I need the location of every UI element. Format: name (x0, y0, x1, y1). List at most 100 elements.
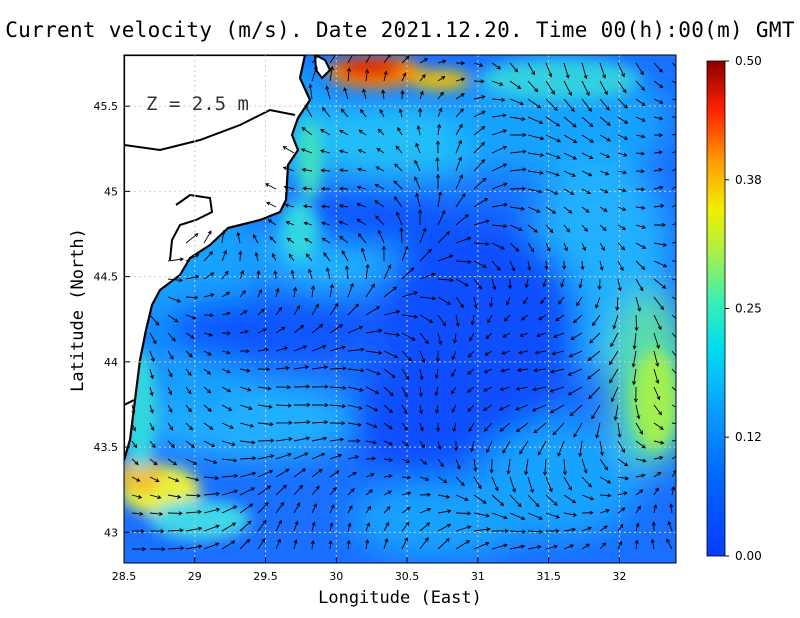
vector-arrow (467, 350, 475, 358)
vector-arrow (257, 288, 263, 298)
vector-arrow (347, 303, 360, 316)
vector-arrow (538, 314, 547, 321)
vector-arrow (185, 314, 197, 320)
vector-arrow (617, 80, 627, 94)
vector-arrow (671, 404, 676, 408)
vector-arrow (401, 537, 409, 550)
vector-arrow (515, 404, 529, 411)
vector-arrow (284, 203, 295, 208)
vector-arrow (325, 85, 331, 100)
vector-arrow (455, 156, 462, 172)
vector-arrow (562, 458, 568, 476)
vector-arrow (149, 386, 154, 397)
vector-arrow (203, 404, 212, 412)
vector-arrow (435, 350, 440, 363)
vector-arrow (293, 468, 307, 478)
vector-arrow (239, 404, 253, 410)
vector-arrow (527, 544, 542, 550)
x-tick-label: 29 (188, 570, 202, 583)
vector-arrow (221, 368, 231, 374)
vector-arrow (671, 439, 676, 442)
vector-arrow (536, 332, 547, 338)
vector-arrow (167, 368, 173, 378)
vector-arrow (666, 538, 673, 550)
vector-arrow (509, 206, 526, 211)
vector-arrow (599, 62, 607, 79)
vector-arrow (419, 458, 428, 465)
vector-arrow (267, 219, 277, 226)
vector-arrow (563, 98, 575, 113)
vector-arrow (466, 386, 475, 393)
vector-arrow (311, 365, 329, 370)
vector-arrow (581, 476, 592, 488)
vector-arrow (435, 404, 440, 414)
vector-arrow (615, 296, 620, 312)
vector-arrow (149, 458, 158, 466)
vector-arrow (257, 538, 266, 550)
vector-arrow (552, 332, 565, 338)
vector-arrow (610, 332, 619, 348)
vector-arrow (470, 314, 475, 326)
vector-arrow (617, 152, 628, 157)
vector-arrow (383, 440, 394, 446)
vector-arrow (221, 404, 233, 411)
vector-arrow (319, 149, 331, 154)
vector-arrow (531, 404, 547, 412)
vector-arrow (545, 544, 559, 550)
vector-arrow (221, 270, 229, 280)
vector-arrow (527, 80, 539, 93)
vector-arrow (343, 87, 349, 100)
vector-arrow (455, 458, 461, 470)
vector-arrow (542, 278, 547, 288)
vector-arrow (520, 314, 529, 321)
vector-arrow (221, 489, 239, 496)
vector-arrow (167, 458, 178, 466)
vector-arrow (599, 80, 608, 96)
vector-arrow (473, 542, 490, 550)
vector-arrow (203, 332, 213, 337)
vector-arrow (455, 108, 464, 118)
vector-arrow (473, 219, 490, 226)
vector-arrow (635, 151, 646, 156)
vector-arrow (365, 350, 383, 355)
vector-arrow (275, 484, 287, 496)
vector-arrow (381, 89, 386, 100)
y-tick-label: 43.5 (94, 441, 119, 454)
vector-arrow (470, 440, 475, 453)
vector-arrow (269, 236, 277, 244)
vector-arrow (365, 328, 383, 334)
vector-arrow (563, 242, 568, 252)
vector-arrow (635, 422, 643, 435)
vector-arrow (533, 422, 547, 434)
vector-arrow (311, 384, 329, 389)
vector-arrow (509, 494, 522, 508)
vector-arrow (167, 296, 182, 303)
vector-arrow (635, 458, 647, 463)
vector-arrow (635, 62, 644, 76)
vector-arrow (491, 80, 504, 86)
vector-arrow (257, 485, 272, 496)
vector-arrow (635, 522, 640, 532)
vector-arrow (473, 141, 486, 154)
vector-arrow (357, 167, 367, 172)
vector-arrow (401, 506, 411, 514)
vector-arrow (544, 260, 549, 271)
vector-arrow (275, 287, 280, 298)
vector-arrow (238, 250, 243, 262)
vector-arrow (338, 220, 349, 226)
vector-arrow (185, 493, 202, 498)
vector-arrow (473, 527, 491, 532)
vector-arrow (527, 152, 545, 158)
vector-arrow (282, 146, 295, 154)
vector-arrow (455, 259, 472, 264)
vector-arrow (131, 440, 138, 449)
vector-arrow (356, 218, 367, 226)
vector-arrow (347, 386, 364, 392)
vector-arrow (437, 458, 444, 468)
vector-arrow (610, 386, 619, 403)
vector-arrow (383, 521, 390, 532)
vector-arrow (455, 494, 469, 502)
vector-arrow (257, 519, 267, 532)
vector-arrow (545, 152, 561, 159)
vector-arrow (275, 437, 293, 442)
